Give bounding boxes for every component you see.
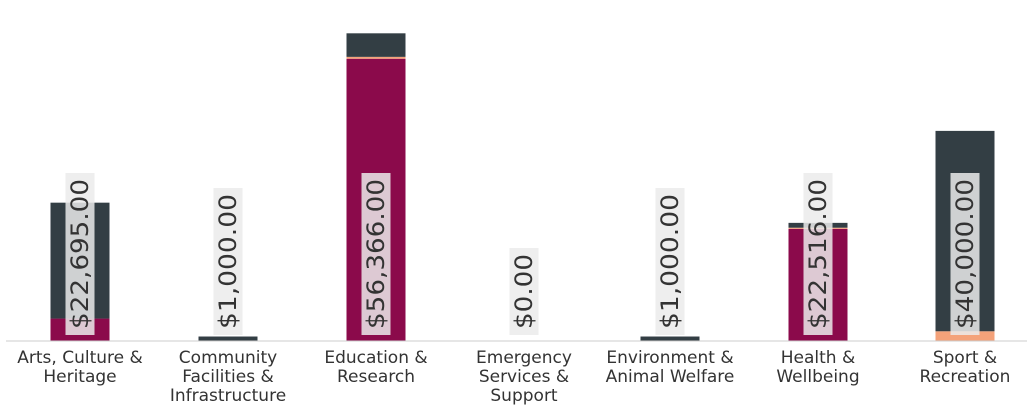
category-label-line: Wellbeing (776, 367, 859, 387)
category-label: Education & Research (324, 348, 427, 387)
data-label-background (65, 173, 95, 335)
data-label: $22,695.00 (65, 173, 95, 335)
category-label-line: Heritage (43, 367, 116, 387)
data-label-background (361, 173, 391, 335)
data-label: $56,366.00 (361, 173, 391, 335)
data-label-text: $1,000.00 (656, 194, 684, 329)
data-labels-layer: $22,695.00 $1,000.00 $56,366.00 $0.00 $1,000… (65, 173, 980, 335)
data-label-background (213, 188, 243, 335)
category-label-line: Education & (324, 348, 427, 368)
category-labels-layer: Arts, Culture & Heritage Community Faciliti… (17, 348, 1010, 406)
category-label: Emergency Services & Support (476, 348, 572, 406)
data-label-text: $1,000.00 (214, 194, 242, 329)
bar-segment (346, 56, 406, 59)
category-label-line: Environment & (606, 348, 733, 368)
category-label: Health & Wellbeing (776, 348, 859, 387)
data-label-text: $40,000.00 (951, 179, 979, 329)
data-label: $0.00 (509, 248, 539, 335)
bar-segment (640, 336, 700, 341)
data-label-text: $22,516.00 (804, 179, 832, 329)
category-label: Environment & Animal Welfare (606, 348, 735, 387)
data-label-background (655, 188, 685, 335)
data-label-text: $56,366.00 (362, 179, 390, 329)
data-label-background (803, 173, 833, 335)
category-label: Community Facilities & Infrastructure (170, 348, 286, 406)
data-label: $1,000.00 (213, 188, 243, 335)
category-label-line: Arts, Culture & (17, 348, 143, 368)
category-label-line: Infrastructure (170, 386, 286, 406)
category-label-line: Support (490, 386, 558, 406)
data-label-background (509, 248, 539, 335)
category-label-line: Community (179, 348, 277, 368)
data-label: $1,000.00 (655, 188, 685, 335)
category-label: Sport & Recreation (920, 348, 1011, 387)
category-label-line: Animal Welfare (606, 367, 735, 387)
category-label-line: Emergency (476, 348, 572, 368)
data-label-background (950, 173, 980, 335)
category-label-line: Research (337, 367, 415, 387)
data-label-text: $22,695.00 (66, 179, 94, 329)
data-label: $22,516.00 (803, 173, 833, 335)
bar-segment (198, 336, 258, 341)
category-label-line: Health & (781, 348, 855, 368)
bar-segment (346, 33, 406, 57)
bar-segment (935, 331, 995, 341)
category-label-line: Facilities & (182, 367, 274, 387)
category-label: Arts, Culture & Heritage (17, 348, 143, 387)
data-label-text: $0.00 (510, 254, 538, 329)
category-label-line: Services & (479, 367, 569, 387)
category-label-line: Recreation (920, 367, 1011, 387)
data-label: $40,000.00 (950, 173, 980, 335)
category-label-line: Sport & (933, 348, 997, 368)
